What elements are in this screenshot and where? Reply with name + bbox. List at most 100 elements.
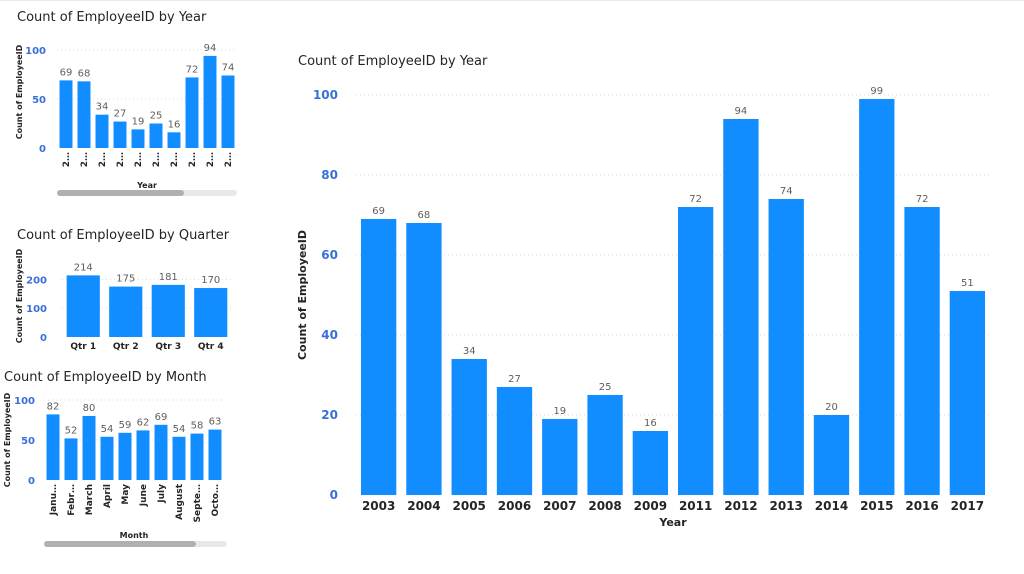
bar xyxy=(904,207,940,495)
bar xyxy=(360,219,397,495)
x-tick-label: August xyxy=(175,483,185,520)
chart-year-small[interactable]: Count of EmployeeID by Year 0 50 100 69 2… 68… xyxy=(0,0,250,200)
bar xyxy=(77,81,91,148)
y-axis-title: Count of EmployeeID xyxy=(3,392,12,487)
data-label: 54 xyxy=(173,424,186,435)
data-label: 16 xyxy=(168,119,181,130)
bar xyxy=(100,436,114,480)
data-label: 68 xyxy=(78,68,91,79)
bar xyxy=(59,80,73,148)
data-label: 72 xyxy=(689,194,702,205)
bar xyxy=(406,223,442,495)
bar xyxy=(118,432,132,480)
data-label: 16 xyxy=(644,418,657,429)
scrollbar-thumb[interactable] xyxy=(57,190,184,196)
bar xyxy=(813,415,850,495)
x-tick-label: 2008 xyxy=(588,499,621,513)
bar xyxy=(172,436,186,480)
data-label: 62 xyxy=(137,417,150,428)
data-label: 94 xyxy=(735,106,748,117)
data-label: 25 xyxy=(150,111,163,122)
bar xyxy=(542,419,578,495)
scrollbar-track[interactable] xyxy=(57,190,237,196)
bar xyxy=(221,75,235,148)
data-label: 19 xyxy=(132,116,145,127)
bar xyxy=(208,429,222,480)
data-label: 181 xyxy=(159,272,178,283)
data-label: 51 xyxy=(961,278,974,289)
bar xyxy=(949,291,986,495)
chart-plot: 0 50 100 82 Janu… 52 Febr… 80 March 54 April 59 May 6… xyxy=(3,392,224,540)
x-tick-label: 2011 xyxy=(679,499,712,513)
bar xyxy=(113,121,127,148)
x-tick-label: 2017 xyxy=(951,499,984,513)
data-label: 25 xyxy=(599,382,612,393)
x-tick-label: 2… xyxy=(98,152,108,167)
scrollbar-track[interactable] xyxy=(44,541,227,547)
data-label: 20 xyxy=(825,402,838,413)
data-label: 59 xyxy=(119,420,132,431)
y-tick-label: 50 xyxy=(21,436,35,447)
chart-plot: 0 100 200 214 Qtr 1 175 Qtr 2 181 Qtr 3 170 Qtr 4 C… xyxy=(15,248,232,352)
y-axis-title: Count of EmployeeID xyxy=(15,44,24,139)
data-label: 27 xyxy=(508,374,521,385)
x-tick-label: 2… xyxy=(188,152,198,167)
data-label: 170 xyxy=(201,275,220,286)
x-tick-label: 2004 xyxy=(407,499,440,513)
x-tick-label: 2… xyxy=(134,152,144,167)
bar xyxy=(64,438,78,480)
chart-title: Count of EmployeeID by Year xyxy=(17,10,207,25)
data-label: 63 xyxy=(209,417,222,428)
data-label: 175 xyxy=(116,274,135,285)
x-tick-label: 2… xyxy=(116,152,126,167)
x-tick-label: 2016 xyxy=(905,499,938,513)
bar xyxy=(151,284,185,337)
scrollbar-thumb[interactable] xyxy=(44,541,196,547)
x-tick-label: Qtr 3 xyxy=(155,342,181,352)
bar xyxy=(496,387,533,495)
y-tick-label: 0 xyxy=(40,333,47,344)
data-label: 19 xyxy=(553,406,566,417)
chart-plot: 0 20 40 60 80 100 69 2003 68 2004 34 2005 27 2006 19 20… xyxy=(296,86,990,529)
y-tick-label: 100 xyxy=(25,46,46,57)
x-tick-label: June xyxy=(139,484,149,507)
x-tick-label: 2… xyxy=(152,152,162,167)
bar xyxy=(451,359,487,495)
bar xyxy=(587,395,623,495)
data-label: 94 xyxy=(204,43,217,54)
y-tick-label: 100 xyxy=(14,396,35,407)
bar xyxy=(109,286,143,337)
x-tick-label: Febr… xyxy=(67,484,77,516)
y-tick-label: 60 xyxy=(321,248,338,262)
chart-year-large[interactable]: Count of EmployeeID by Year 0 20 40 60 80 100… xyxy=(290,48,1010,548)
y-axis-title: Count of EmployeeID xyxy=(296,230,309,360)
bar xyxy=(46,414,60,480)
chart-quarter[interactable]: Count of EmployeeID by Quarter 0 100 200 21… xyxy=(0,222,250,362)
y-tick-label: 0 xyxy=(330,488,338,502)
data-label: 214 xyxy=(74,262,93,273)
data-label: 80 xyxy=(83,403,96,414)
y-tick-label: 0 xyxy=(39,144,46,155)
x-tick-label: 2… xyxy=(206,152,216,167)
x-tick-label: 2005 xyxy=(453,499,486,513)
bar xyxy=(203,55,217,148)
data-label: 69 xyxy=(60,67,73,78)
bar xyxy=(82,416,96,480)
bar xyxy=(632,431,669,495)
y-tick-label: 80 xyxy=(321,168,338,182)
y-tick-label: 100 xyxy=(26,304,47,315)
bar xyxy=(723,119,759,495)
chart-month[interactable]: Count of EmployeeID by Month 0 50 100 82 Jan… xyxy=(0,364,250,564)
x-tick-label: 2014 xyxy=(815,499,848,513)
y-tick-label: 40 xyxy=(321,328,338,342)
chart-title: Count of EmployeeID by Year xyxy=(298,54,488,69)
x-tick-label: 2… xyxy=(62,152,72,167)
y-tick-label: 100 xyxy=(313,88,338,102)
chart-title: Count of EmployeeID by Month xyxy=(4,370,207,385)
bar xyxy=(190,433,204,480)
bar xyxy=(136,430,150,480)
y-axis-title: Count of EmployeeID xyxy=(15,248,24,343)
data-label: 34 xyxy=(96,102,109,113)
chart-title: Count of EmployeeID by Quarter xyxy=(17,228,230,243)
x-axis-title: Year xyxy=(136,181,157,190)
